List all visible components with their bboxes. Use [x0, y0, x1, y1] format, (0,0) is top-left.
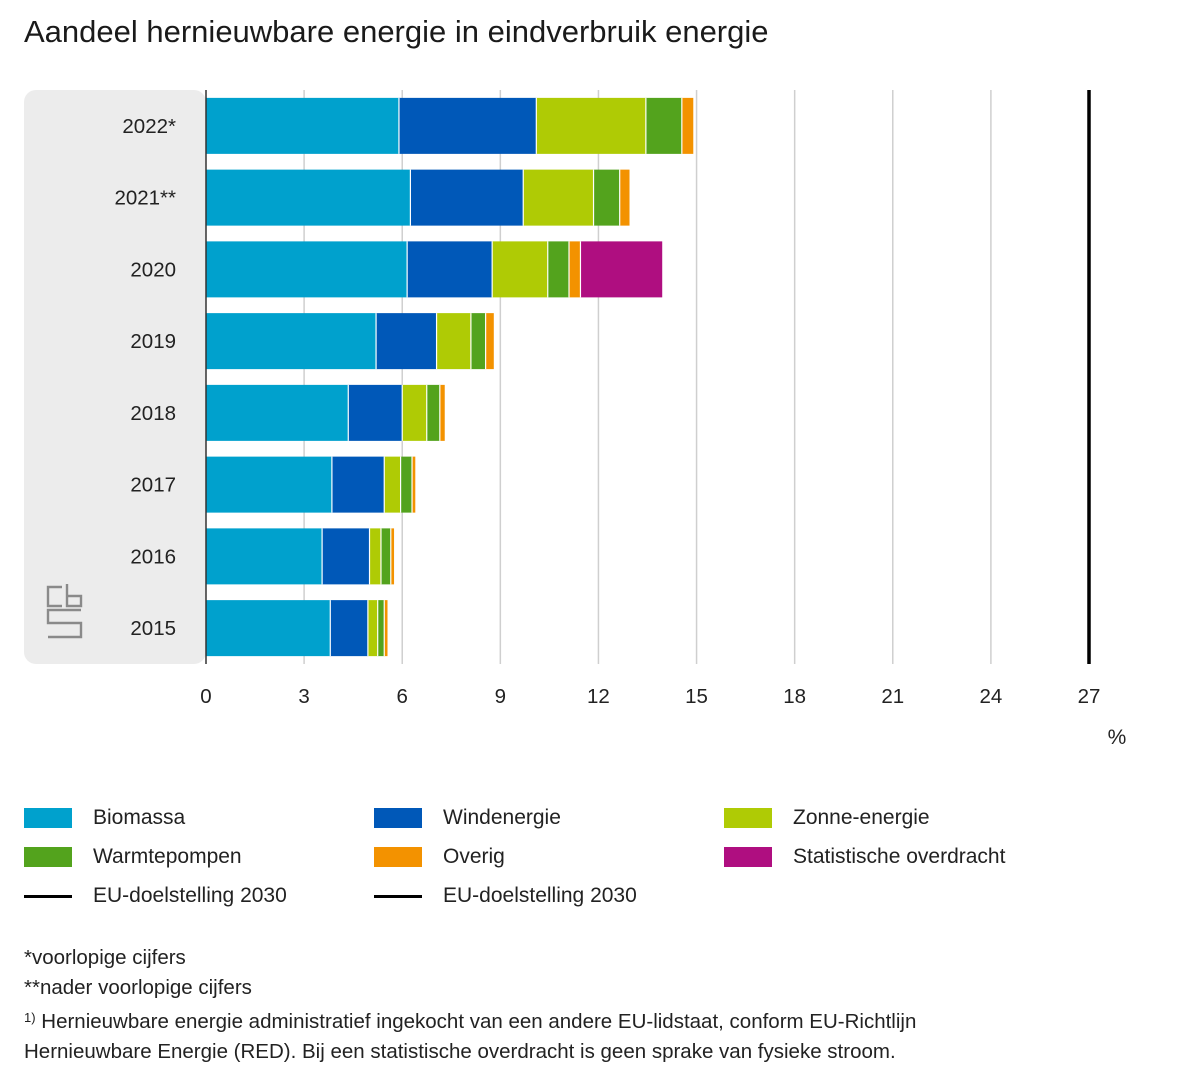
bar-biomassa — [206, 456, 332, 513]
bar-overig — [439, 384, 445, 441]
bar-biomassa — [206, 600, 331, 657]
x-tick-label: 18 — [783, 685, 806, 708]
footnote-text-line2: Hernieuwbare Energie (RED). Bij een stat… — [24, 1040, 896, 1063]
bar-warmtepompen — [400, 456, 413, 513]
tick-labels: 0 3 6 9 12 15 18 21 24 27 — [200, 685, 1100, 708]
bar-windenergie — [330, 600, 368, 657]
legend-item-biomassa: Biomassa — [24, 800, 185, 836]
x-tick-label: 15 — [685, 685, 708, 708]
bar-windenergie — [407, 241, 493, 298]
bars — [206, 97, 694, 657]
bar-biomassa — [206, 528, 323, 585]
category-label: 2016 — [130, 545, 176, 568]
bar-zonne-energie — [536, 97, 646, 154]
plot-background-panel — [24, 90, 206, 664]
x-tick-label: 9 — [495, 685, 506, 708]
bar-zonne-energie — [384, 456, 401, 513]
category-label: 2020 — [130, 258, 176, 281]
legend-item-eu-doelstelling-2030: EU-doelstelling 2030 — [24, 878, 287, 914]
legend-label: Overig — [443, 845, 505, 868]
bar-windenergie — [376, 313, 437, 370]
footnotes: *voorlopige cijfers **nader voorlopige c… — [24, 943, 1154, 1067]
bar-overig — [390, 528, 395, 585]
x-axis-unit-label: % — [1108, 726, 1127, 749]
legend-swatch — [24, 894, 72, 898]
legend-swatch — [374, 847, 422, 867]
bar-overig — [619, 169, 630, 226]
legend-item-zonne-energie: Zonne-energie — [724, 800, 930, 836]
bar-overig — [384, 600, 388, 657]
bar-statistische-overdracht — [580, 241, 663, 298]
bar-windenergie — [348, 384, 403, 441]
legend-swatch — [374, 808, 422, 828]
category-label: 2022* — [122, 115, 176, 138]
footnote-provisional: *voorlopige cijfers — [24, 946, 186, 969]
bar-windenergie — [398, 97, 537, 154]
legend-label: EU-doelstelling 2030 — [93, 884, 287, 907]
legend-swatch — [724, 847, 772, 867]
bar-overig — [681, 97, 694, 154]
bar-zonne-energie — [436, 313, 471, 370]
x-tick-label: 3 — [298, 685, 309, 708]
footnote-marker: 1) — [24, 1010, 36, 1025]
legend-item-eu-doelstelling-2030: EU-doelstelling 2030 — [374, 878, 637, 914]
bar-overig — [485, 313, 494, 370]
legend-label: Warmtepompen — [93, 845, 242, 868]
bar-windenergie — [322, 528, 370, 585]
x-tick-label: 12 — [587, 685, 610, 708]
bar-warmtepompen — [377, 600, 385, 657]
x-tick-label: 24 — [979, 685, 1002, 708]
legend-label: Zonne-energie — [793, 806, 930, 829]
legend-swatch — [724, 808, 772, 828]
x-tick-label: 6 — [397, 685, 408, 708]
bar-zonne-energie — [402, 384, 427, 441]
legend-item-overig: Overig — [374, 839, 505, 875]
legend-label: Biomassa — [93, 806, 186, 829]
bar-zonne-energie — [492, 241, 548, 298]
bar-zonne-energie — [523, 169, 594, 226]
bar-warmtepompen — [593, 169, 620, 226]
cbs-logo — [46, 584, 83, 639]
bar-windenergie — [410, 169, 524, 226]
bar-biomassa — [206, 169, 411, 226]
x-tick-label: 27 — [1078, 685, 1101, 708]
bar-biomassa — [206, 384, 349, 441]
x-tick-label: 21 — [881, 685, 904, 708]
legend-item-statistische-overdracht: Statistische overdracht — [724, 839, 1005, 875]
bar-warmtepompen — [547, 241, 570, 298]
category-label: 2019 — [130, 330, 176, 353]
bar-biomassa — [206, 241, 408, 298]
footnote-statistical-transfer: 1) Hernieuwbare energie administratief i… — [24, 1003, 1154, 1037]
footnote-text-line1: Hernieuwbare energie administratief inge… — [41, 1010, 917, 1033]
legend-label: EU-doelstelling 2030 — [443, 884, 637, 907]
chart-svg: 2022* 2021** 2020 2019 2018 2017 2016 2015 0 3 6 9… — [24, 90, 1127, 749]
bar-biomassa — [206, 313, 377, 370]
x-tick-label: 0 — [200, 685, 211, 708]
bar-zonne-energie — [367, 600, 378, 657]
bar-warmtepompen — [380, 528, 391, 585]
legend-swatch — [374, 894, 422, 898]
bar-warmtepompen — [645, 97, 682, 154]
legend-item-warmtepompen: Warmtepompen — [24, 839, 242, 875]
legend-label: Windenergie — [443, 806, 561, 829]
legend-item-windenergie: Windenergie — [374, 800, 561, 836]
bar-windenergie — [331, 456, 385, 513]
chart-title: Aandeel hernieuwbare energie in eindverb… — [24, 14, 769, 49]
bar-warmtepompen — [470, 313, 486, 370]
bar-overig — [412, 456, 416, 513]
category-label: 2017 — [130, 474, 176, 497]
legend-swatch — [24, 808, 72, 828]
category-label: 2018 — [130, 402, 176, 425]
legend-swatch — [24, 847, 72, 867]
legend-label: Statistische overdracht — [793, 845, 1006, 868]
category-label: 2021** — [114, 187, 176, 210]
bar-warmtepompen — [426, 384, 440, 441]
category-label: 2015 — [130, 617, 176, 640]
footnote-further-provisional: **nader voorlopige cijfers — [24, 976, 252, 999]
bar-overig — [569, 241, 581, 298]
bar-biomassa — [206, 97, 399, 154]
category-labels: 2022* 2021** 2020 2019 2018 2017 2016 2015 — [114, 115, 176, 640]
bar-zonne-energie — [369, 528, 381, 585]
